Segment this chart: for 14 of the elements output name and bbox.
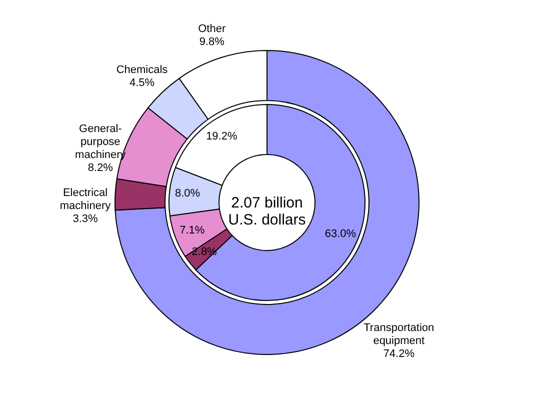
slice-label: Transportation equipment [364,322,434,347]
data-label: 7.1% [180,224,205,237]
data-label: 63.0% [324,228,356,240]
data-label: 8.2% [88,162,114,174]
data-label: 19.2% [206,130,238,143]
data-label: 8.0% [174,187,200,200]
data-label: 9.8% [199,36,225,48]
data-label: 74.2% [383,348,415,360]
text: 2.07 billion U.S. dollars [228,194,306,228]
data-label: 4.5% [129,77,155,90]
slice-label: Electrical machinery [60,186,112,212]
data-label: 3.3% [72,212,98,225]
slice-label: Chemicals [116,64,168,76]
slice-label: Other [198,23,226,36]
